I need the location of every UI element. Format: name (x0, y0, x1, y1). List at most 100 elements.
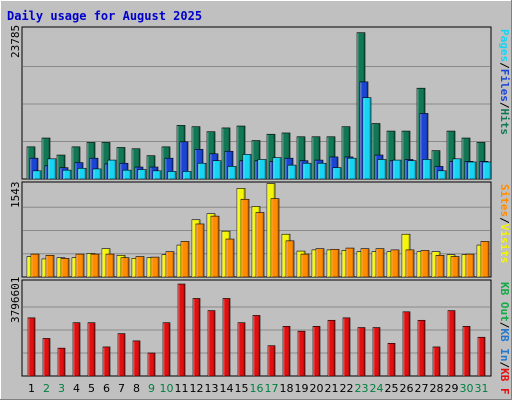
pages-bar-10 (167, 171, 177, 180)
kbytes-bar-2 (42, 338, 51, 377)
pages-bar-13 (212, 160, 222, 180)
pages-bar-17 (272, 157, 282, 180)
day-label: 18 (280, 382, 294, 395)
sites-bar-2 (45, 255, 55, 278)
sites-bar-29 (450, 256, 460, 278)
legend-entry: Files (498, 69, 511, 102)
sites-bar-17 (270, 198, 280, 278)
panel-legend-text: KB Out/KB In/KB F (498, 282, 511, 395)
pages-bar-6 (107, 159, 117, 180)
sites-bar-11 (180, 241, 190, 278)
kbytes-bar-9 (147, 352, 156, 377)
day-label: 7 (118, 382, 125, 395)
kbytes-bar-27 (417, 319, 426, 377)
legend-entry: / (498, 362, 511, 369)
day-label: 16 (250, 382, 264, 395)
pages-bar-19 (302, 162, 312, 180)
kbytes-bar-21 (327, 319, 336, 377)
hits-panel-bars (26, 32, 492, 180)
kbytes-bar-5 (87, 322, 96, 377)
pages-bar-9 (152, 170, 162, 180)
kbytes-bar-24 (372, 327, 381, 377)
kbytes-bar-3 (57, 347, 66, 377)
chart-title: Daily usage for August 2025 (7, 9, 202, 23)
sites-bar-26 (405, 249, 415, 278)
sites-bar-20 (315, 248, 325, 278)
day-label: 15 (235, 382, 249, 395)
pages-bar-21 (332, 167, 342, 180)
kbytes-bar-6 (102, 346, 111, 377)
pages-bar-22 (347, 157, 357, 180)
kbytes-bar-19 (297, 330, 306, 377)
kbytes-bar-23 (357, 327, 366, 377)
sites-bar-9 (150, 256, 160, 278)
day-label: 23 (355, 382, 369, 395)
pages-bar-7 (122, 169, 132, 180)
panel-hits-files-pages: 23785 Pages/Files/Hits (9, 25, 511, 180)
day-label: 14 (220, 382, 234, 395)
sites-bar-6 (105, 253, 115, 278)
kbytes-bar-20 (312, 326, 321, 377)
day-label: 22 (340, 382, 354, 395)
legend-entry: Pages (498, 29, 511, 62)
sites-bar-24 (375, 248, 385, 278)
day-label: 29 (445, 382, 459, 395)
kbytes-bar-4 (72, 322, 81, 377)
day-label: 9 (148, 382, 155, 395)
pages-bar-4 (77, 167, 87, 180)
day-label: 4 (73, 382, 80, 395)
pages-bar-26 (407, 160, 417, 180)
pages-bar-31 (482, 161, 492, 180)
kbytes-bar-22 (342, 317, 351, 377)
sites-bar-15 (240, 198, 250, 278)
sites-bar-25 (390, 249, 400, 278)
kbytes-bar-26 (402, 311, 411, 377)
pages-bar-15 (242, 154, 252, 180)
legend-entry: Visits (498, 224, 511, 264)
legend-entry: Sites (498, 184, 511, 217)
panel-legend-text: Pages/Files/Hits (498, 29, 511, 135)
pages-bar-24 (377, 159, 387, 180)
day-label: 28 (430, 382, 444, 395)
kbytes-bar-12 (192, 298, 201, 377)
day-label: 11 (175, 382, 189, 395)
kbytes-panel-bars (27, 283, 486, 377)
kbytes-bar-16 (252, 315, 261, 377)
kbytes-bar-1 (27, 317, 36, 377)
sites-bar-19 (300, 253, 310, 278)
sites-bar-30 (465, 253, 475, 278)
pages-bar-16 (257, 159, 267, 180)
legend-entry: Hits (498, 109, 511, 136)
sites-bar-8 (135, 256, 145, 278)
panel-kbytes: 3796601 KB Out/KB In/KB F (9, 277, 511, 395)
visits-panel-bars (26, 183, 490, 278)
sites-bar-5 (90, 253, 100, 278)
pages-bar-30 (467, 161, 477, 180)
day-label: 25 (385, 382, 399, 395)
pages-bar-29 (452, 158, 462, 180)
day-label: 10 (160, 382, 174, 395)
sites-bar-16 (255, 212, 265, 278)
kbytes-bar-10 (162, 322, 171, 377)
pages-bar-18 (287, 164, 297, 180)
day-label: 30 (460, 382, 474, 395)
hits-panel-legend: Pages/Files/Hits (498, 29, 511, 135)
day-label: 26 (400, 382, 414, 395)
day-label: 13 (205, 382, 219, 395)
panel-legend-text: Sites/Visits (498, 184, 511, 264)
day-label: 12 (190, 382, 204, 395)
pages-bar-2 (47, 158, 57, 180)
legend-entry: / (498, 217, 511, 224)
day-label: 27 (415, 382, 429, 395)
legend-entry: / (498, 62, 511, 69)
day-label: 20 (310, 382, 324, 395)
day-label: 19 (295, 382, 309, 395)
kbytes-bar-13 (207, 310, 216, 377)
kbytes-bar-15 (237, 322, 246, 377)
legend-entry: KB Out (498, 282, 511, 322)
pages-bar-28 (437, 170, 447, 180)
pages-bar-14 (227, 166, 237, 180)
kbytes-bar-17 (267, 345, 276, 377)
pages-bar-5 (92, 168, 102, 180)
